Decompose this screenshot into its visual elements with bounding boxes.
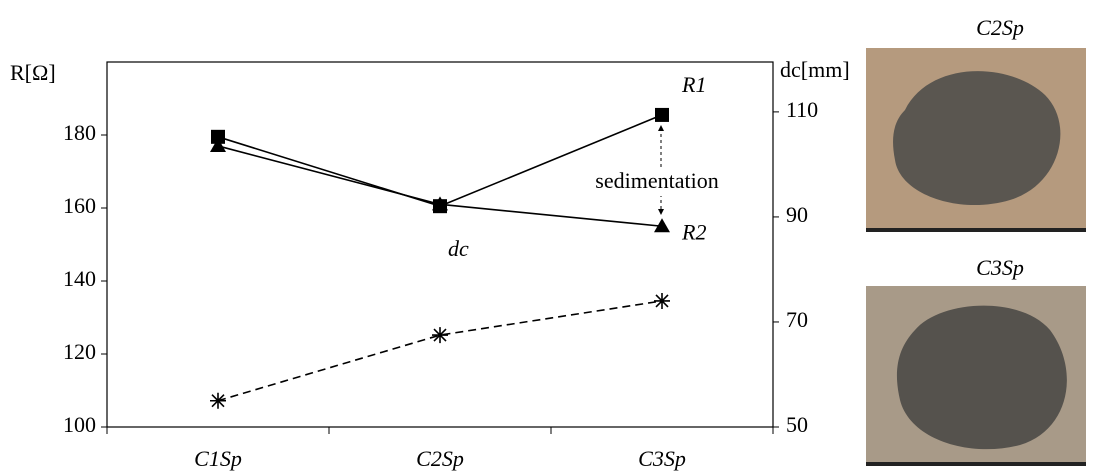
y2-tick-label: 110 bbox=[786, 97, 818, 122]
y2-tick-label: 50 bbox=[786, 412, 808, 437]
photo-edge bbox=[866, 462, 1086, 466]
photo: C2Sp C3Sp bbox=[866, 15, 1086, 466]
photo-caption: C2Sp bbox=[976, 15, 1024, 40]
y2-tick-label: 70 bbox=[786, 307, 808, 332]
marker bbox=[654, 218, 670, 233]
photo-edge bbox=[866, 228, 1086, 232]
y-tick-label: 160 bbox=[63, 193, 96, 218]
photo-blob bbox=[893, 71, 1061, 206]
marker bbox=[655, 107, 669, 122]
series-label: dc bbox=[448, 236, 469, 261]
series-label: R1 bbox=[681, 72, 706, 97]
y-tick-label: 140 bbox=[63, 266, 96, 291]
marker bbox=[210, 137, 226, 152]
marker bbox=[654, 292, 670, 309]
marker bbox=[432, 196, 448, 211]
x-tick-label: C3Sp bbox=[638, 446, 686, 471]
series-label: R2 bbox=[681, 219, 706, 244]
y-tick-label: 120 bbox=[63, 339, 96, 364]
annotation: sedimentation bbox=[595, 168, 718, 193]
marker bbox=[432, 327, 448, 344]
series-line bbox=[217, 300, 663, 402]
plot-frame bbox=[106, 61, 774, 428]
y2-axis-label: dc[mm] bbox=[780, 57, 850, 82]
x-tick-label: C2Sp bbox=[416, 446, 464, 471]
photo-caption: C3Sp bbox=[976, 255, 1024, 280]
x-tick-label: C1Sp bbox=[194, 446, 242, 471]
y-tick-label: 180 bbox=[63, 120, 96, 145]
marker bbox=[211, 129, 225, 144]
y-axis-label: R[Ω] bbox=[10, 60, 56, 85]
marker bbox=[210, 392, 226, 409]
photo-blob bbox=[896, 305, 1067, 450]
y-tick-label: 100 bbox=[63, 412, 96, 437]
annotation-bg bbox=[572, 170, 742, 196]
y2-tick-label: 90 bbox=[786, 202, 808, 227]
